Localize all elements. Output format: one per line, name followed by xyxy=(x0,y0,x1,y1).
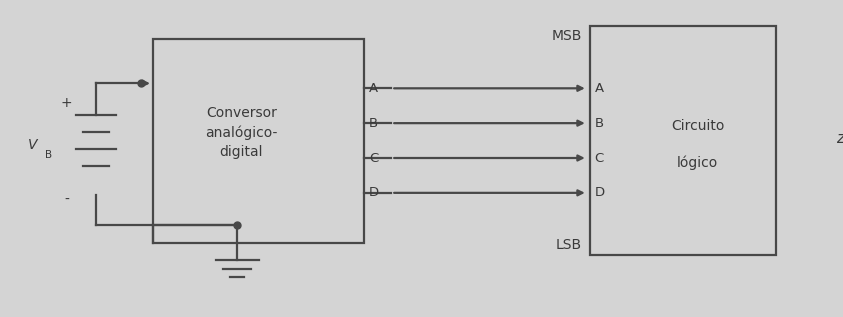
Text: MSB: MSB xyxy=(551,29,582,42)
Bar xyxy=(589,26,776,255)
Text: Conversor
analógico-
digital: Conversor analógico- digital xyxy=(206,106,277,159)
Text: C: C xyxy=(368,152,378,165)
Text: B: B xyxy=(594,117,604,130)
Text: A: A xyxy=(368,82,378,95)
Text: +: + xyxy=(61,96,72,110)
Text: V: V xyxy=(28,138,38,152)
Text: B: B xyxy=(45,150,52,160)
Text: Circuito: Circuito xyxy=(671,119,724,133)
Text: B: B xyxy=(368,117,378,130)
Text: z: z xyxy=(836,131,843,146)
Bar xyxy=(153,39,364,243)
Text: -: - xyxy=(64,193,69,207)
Text: D: D xyxy=(594,186,604,199)
Text: C: C xyxy=(594,152,604,165)
Text: lógico: lógico xyxy=(677,156,718,170)
Text: A: A xyxy=(594,82,604,95)
Text: D: D xyxy=(368,186,379,199)
Text: LSB: LSB xyxy=(556,238,582,252)
